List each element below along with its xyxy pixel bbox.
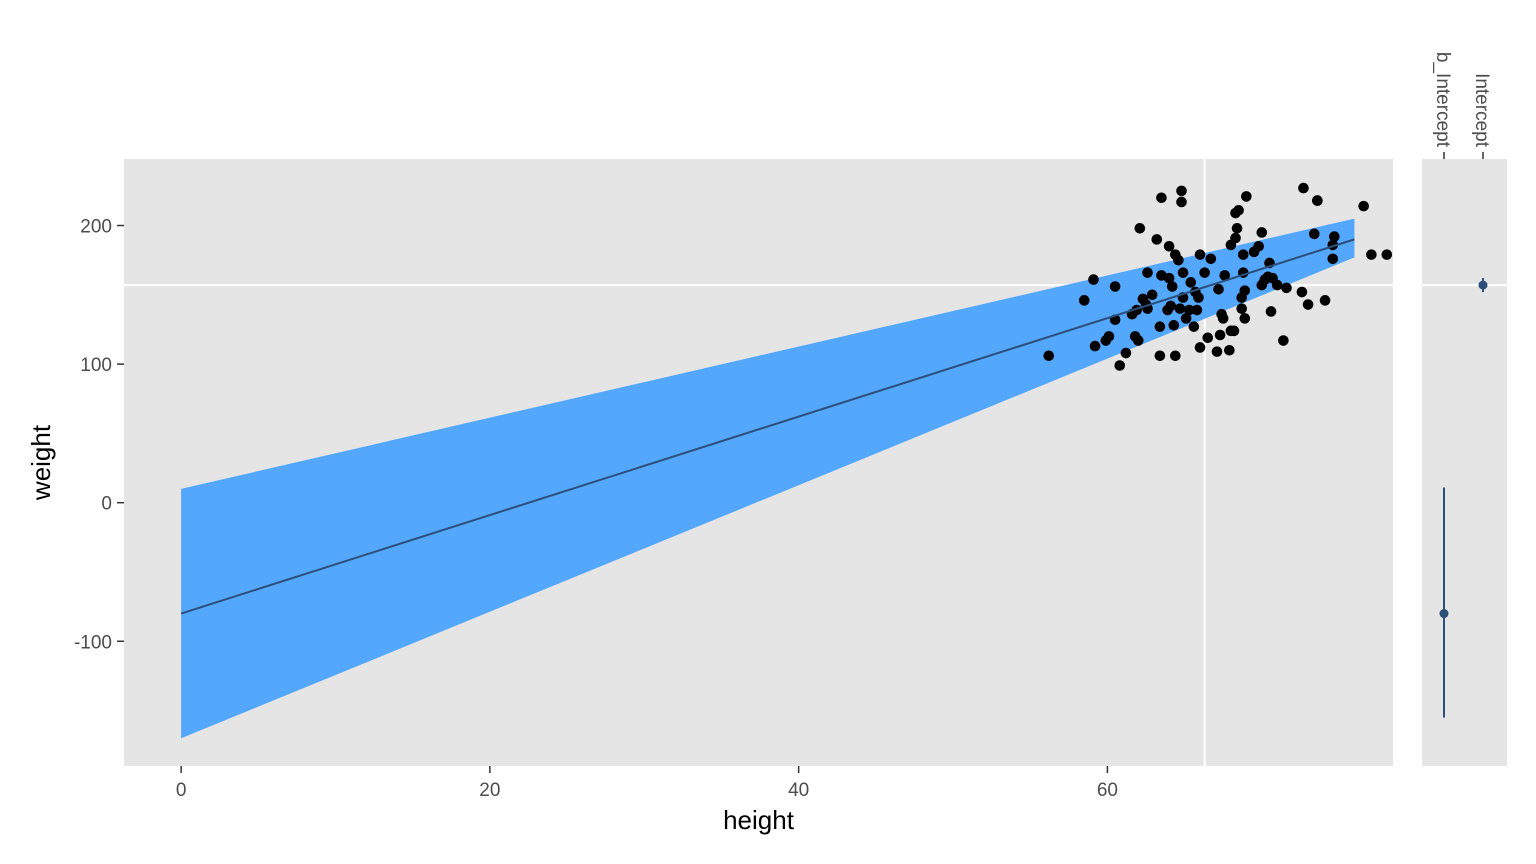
data-point bbox=[1120, 347, 1132, 359]
data-point bbox=[1230, 232, 1241, 244]
data-point bbox=[1163, 241, 1175, 252]
data-point bbox=[1089, 340, 1101, 352]
data-point bbox=[1265, 306, 1277, 317]
y-tick-label: 200 bbox=[80, 217, 112, 238]
data-point bbox=[1168, 320, 1180, 331]
main-panel: 0 20 40 60 -100 0 100 200 bbox=[74, 159, 1393, 801]
data-point bbox=[1219, 270, 1231, 281]
data-point bbox=[1078, 295, 1090, 306]
data-point bbox=[1281, 282, 1292, 294]
data-point bbox=[1151, 234, 1163, 245]
data-point bbox=[1213, 283, 1224, 295]
side-panel: b_Intercept Intercept bbox=[1422, 52, 1507, 766]
data-point bbox=[1194, 249, 1206, 260]
data-point bbox=[1329, 231, 1340, 242]
category-label: b_Intercept bbox=[1432, 52, 1453, 148]
data-point bbox=[1308, 228, 1320, 240]
data-point bbox=[1132, 335, 1144, 346]
data-point bbox=[1224, 344, 1235, 356]
data-point bbox=[1154, 350, 1166, 362]
data-point bbox=[1217, 313, 1229, 324]
interval-estimate-point bbox=[1439, 609, 1449, 619]
data-point bbox=[1256, 227, 1268, 238]
data-point bbox=[1142, 267, 1153, 278]
y-tick-label: 100 bbox=[80, 355, 112, 376]
data-point bbox=[1199, 267, 1210, 278]
data-point bbox=[1188, 321, 1200, 332]
x-tick-label: 40 bbox=[788, 780, 809, 801]
data-point bbox=[1312, 195, 1323, 206]
y-tick-label: -100 bbox=[74, 632, 112, 653]
data-point bbox=[1043, 350, 1055, 362]
data-point bbox=[1194, 342, 1206, 353]
data-point bbox=[1177, 267, 1189, 278]
data-point bbox=[1237, 249, 1249, 260]
data-point bbox=[1278, 335, 1289, 346]
data-point bbox=[1109, 281, 1121, 292]
data-point bbox=[1166, 281, 1178, 292]
data-point bbox=[1236, 303, 1248, 314]
data-point bbox=[1180, 313, 1192, 324]
data-point bbox=[1302, 299, 1314, 310]
x-axis-title: height bbox=[723, 805, 795, 835]
data-point bbox=[1202, 332, 1214, 344]
data-point bbox=[1228, 325, 1240, 337]
data-point bbox=[1088, 274, 1099, 285]
y-axis-title: weight bbox=[26, 424, 56, 501]
data-point bbox=[1239, 313, 1251, 324]
data-point bbox=[1214, 329, 1226, 341]
confidence-band bbox=[181, 218, 1355, 739]
data-point bbox=[1298, 182, 1309, 194]
x-tick-label: 60 bbox=[1097, 780, 1118, 801]
data-point bbox=[1185, 277, 1197, 288]
category-label: Intercept bbox=[1471, 73, 1492, 148]
data-point bbox=[1231, 222, 1243, 234]
data-point bbox=[1253, 241, 1264, 252]
data-point bbox=[1241, 191, 1252, 202]
data-point bbox=[1174, 303, 1186, 314]
interval-panel-background bbox=[1422, 159, 1507, 766]
data-point bbox=[1170, 350, 1181, 362]
data-point bbox=[1134, 222, 1146, 234]
data-point bbox=[1239, 285, 1251, 296]
data-point bbox=[1191, 304, 1203, 316]
data-point bbox=[1193, 292, 1204, 303]
data-point bbox=[1183, 304, 1195, 316]
data-point bbox=[1165, 300, 1176, 312]
data-point bbox=[1146, 289, 1158, 301]
data-point bbox=[1103, 331, 1115, 342]
data-point bbox=[1366, 249, 1377, 260]
regression-line bbox=[180, 238, 1355, 615]
data-point bbox=[1233, 204, 1244, 216]
data-point bbox=[1176, 196, 1187, 208]
data-point bbox=[1163, 272, 1175, 284]
y-tick-label: 0 bbox=[101, 494, 112, 515]
data-point bbox=[1156, 192, 1167, 204]
data-point bbox=[1173, 254, 1184, 266]
interval-estimate-point bbox=[1478, 280, 1488, 290]
data-point bbox=[1358, 200, 1369, 212]
data-point bbox=[1154, 321, 1166, 332]
x-tick-label: 20 bbox=[479, 780, 500, 801]
data-point bbox=[1296, 286, 1308, 298]
data-point bbox=[1114, 360, 1126, 371]
data-point bbox=[1327, 253, 1339, 265]
data-point bbox=[1271, 279, 1283, 291]
data-point bbox=[1211, 346, 1223, 357]
data-point bbox=[1319, 295, 1331, 306]
data-point bbox=[1205, 253, 1217, 265]
x-tick-label: 0 bbox=[176, 780, 187, 801]
data-point bbox=[1381, 249, 1393, 260]
data-point bbox=[1176, 185, 1187, 197]
